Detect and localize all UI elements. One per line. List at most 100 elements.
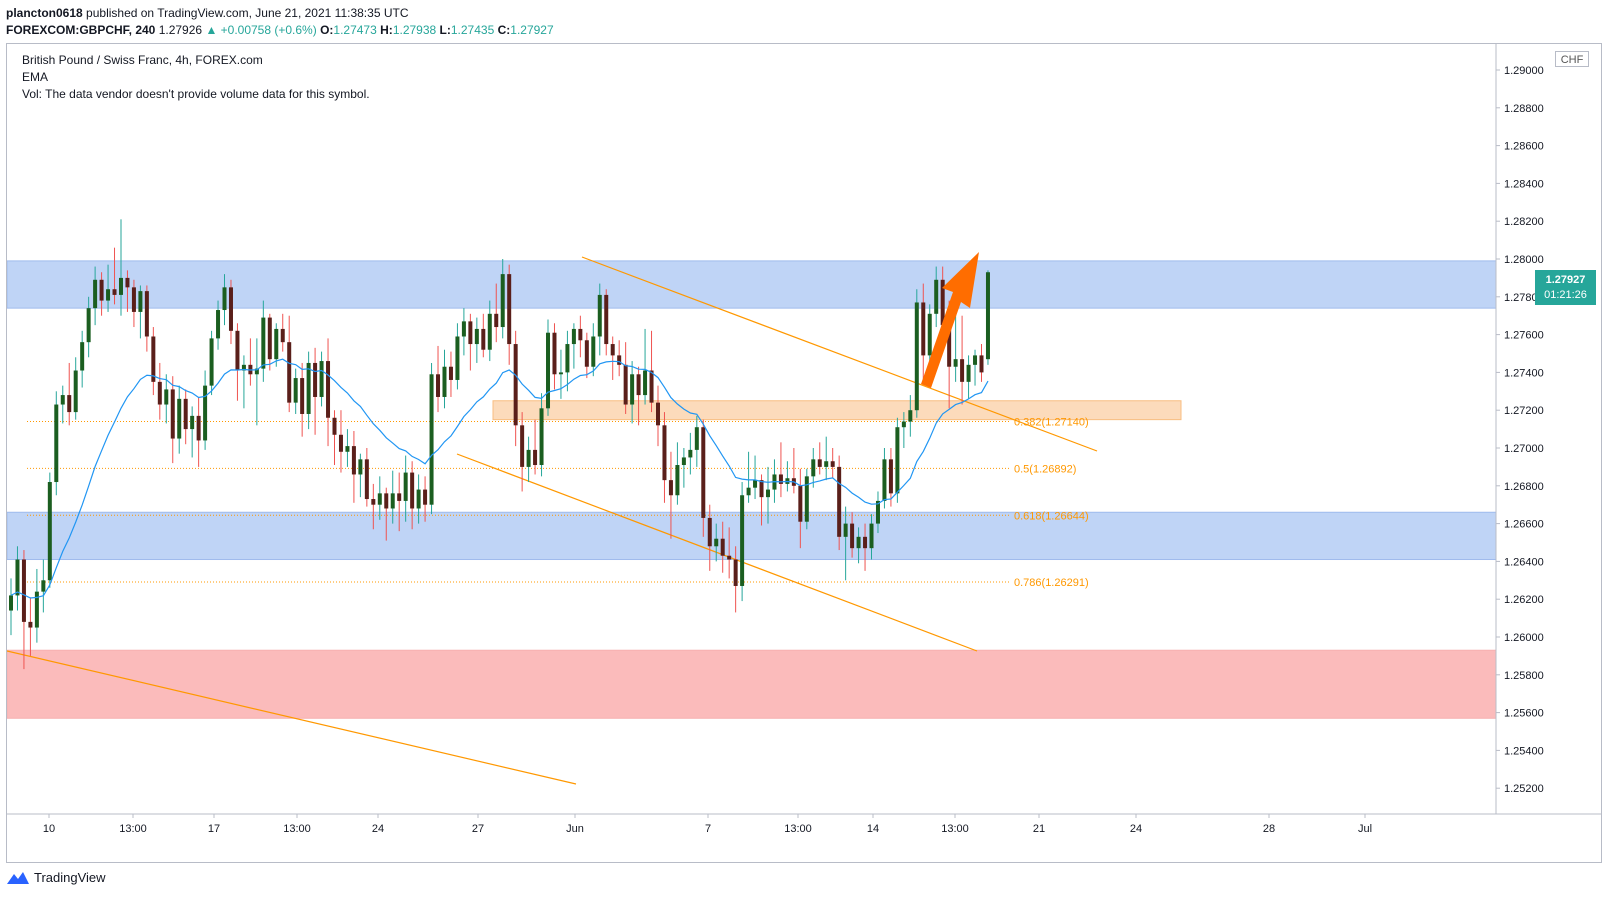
chart-frame[interactable]: 0.382(1.27140) 0.5(1.26892) 0.618(1.26644)… — [6, 43, 1602, 863]
candle-body — [54, 404, 59, 483]
candle-body — [940, 279, 945, 326]
candle-body — [125, 277, 130, 288]
candle-body — [843, 523, 848, 537]
high-label: H: — [380, 23, 393, 37]
candle-body — [209, 338, 214, 386]
candle-body — [759, 480, 764, 498]
price-axis-label: 1.27400 — [1504, 367, 1544, 379]
candle-body — [67, 395, 72, 413]
candle-body — [623, 364, 628, 405]
last-price: 1.27926 — [158, 23, 203, 37]
open-label: O: — [320, 23, 334, 37]
close-label: C: — [497, 23, 511, 37]
candle-body — [656, 402, 660, 426]
candle-body — [60, 395, 65, 405]
candle-body — [274, 328, 279, 360]
candle-body — [934, 279, 939, 314]
zone-support — [7, 511, 1497, 561]
candle-body — [481, 328, 486, 350]
candle-body — [222, 287, 227, 311]
candle-body — [617, 355, 622, 365]
candle-body — [112, 289, 117, 295]
price-axis-label: 1.26400 — [1504, 556, 1544, 568]
candle-body — [701, 427, 706, 518]
price-axis-label: 1.26000 — [1504, 632, 1544, 644]
fib-level-label: 0.382(1.27140) — [1014, 417, 1089, 429]
candle-body — [47, 482, 52, 581]
price-axis-label: 1.28400 — [1504, 178, 1544, 190]
trend-line[interactable] — [456, 453, 978, 652]
legend-title: British Pound / Swiss Franc, 4h, FOREX.c… — [22, 53, 263, 67]
price-axis-label: 1.28800 — [1504, 103, 1544, 115]
candle-body — [856, 536, 861, 549]
candle-body — [436, 374, 441, 397]
candle-body — [584, 340, 589, 367]
candle-body — [869, 523, 874, 549]
candle-body — [927, 313, 932, 356]
candle-body — [429, 374, 434, 505]
time-axis-label: 14 — [867, 823, 879, 835]
candle-body — [332, 417, 337, 435]
candle-body — [901, 421, 906, 428]
candle-body — [390, 493, 395, 509]
candle-body — [384, 493, 389, 509]
candle-body — [681, 457, 686, 466]
candle-body — [675, 465, 680, 496]
ohlc-header: FOREXCOM:GBPCHF, 240 1.27926 ▲ +0.00758 … — [6, 23, 554, 37]
publisher-name[interactable]: plancton0618 — [6, 6, 83, 20]
trend-line[interactable] — [7, 650, 577, 785]
candle-body — [131, 287, 136, 312]
candle-body — [416, 489, 421, 509]
candle-body — [811, 459, 816, 477]
candle-body — [280, 328, 285, 343]
candle-body — [908, 410, 913, 422]
candle-body — [830, 461, 835, 467]
candle-body — [34, 591, 39, 628]
candle-body — [630, 374, 635, 405]
candle-body — [326, 361, 331, 418]
candle-body — [177, 398, 182, 439]
currency-badge[interactable]: CHF — [1555, 51, 1589, 67]
candle-body — [293, 378, 298, 403]
candle-body — [474, 328, 479, 345]
candle-body — [300, 378, 305, 414]
chart-canvas[interactable]: 0.382(1.27140) 0.5(1.26892) 0.618(1.26644)… — [7, 44, 1601, 862]
candle-body — [694, 427, 699, 450]
candle-body — [306, 362, 311, 414]
candle-body — [151, 336, 156, 382]
legend-ema[interactable]: EMA — [22, 70, 49, 84]
close-value: 1.27927 — [510, 23, 554, 37]
candle-body — [80, 342, 85, 371]
candle-body — [798, 485, 803, 522]
candle-body — [604, 294, 609, 345]
candle-body — [164, 389, 169, 405]
candle-body — [106, 289, 111, 301]
candle-body — [610, 344, 615, 356]
candle-body — [287, 342, 292, 403]
candle-body — [565, 344, 570, 373]
ema-line[interactable] — [10, 358, 989, 599]
candle-body — [597, 294, 602, 337]
candle-body — [552, 332, 557, 375]
candle-body — [364, 459, 369, 500]
time-axis-label: 24 — [372, 823, 384, 835]
candle-body — [183, 398, 188, 430]
candle-body — [720, 538, 725, 556]
candle-body — [261, 317, 266, 369]
price-axis-label: 1.26200 — [1504, 594, 1544, 606]
time-axis-label: Jul — [1358, 823, 1372, 835]
price-axis-label: 1.27000 — [1504, 443, 1544, 455]
candle-body — [973, 355, 978, 365]
legend-vol: Vol: The data vendor doesn't provide vol… — [22, 87, 370, 101]
trend-line[interactable] — [581, 256, 1098, 452]
time-axis-label: Jun — [566, 823, 584, 835]
candle-body — [746, 487, 751, 496]
candle-body — [979, 355, 984, 373]
zone-fib-box — [492, 400, 1182, 421]
candle-body — [319, 361, 324, 397]
candle-body — [423, 489, 428, 505]
time-axis-label: 27 — [472, 823, 484, 835]
candle-body — [921, 302, 926, 356]
candle-body — [953, 359, 958, 367]
tradingview-logo[interactable]: TradingView — [6, 870, 106, 885]
